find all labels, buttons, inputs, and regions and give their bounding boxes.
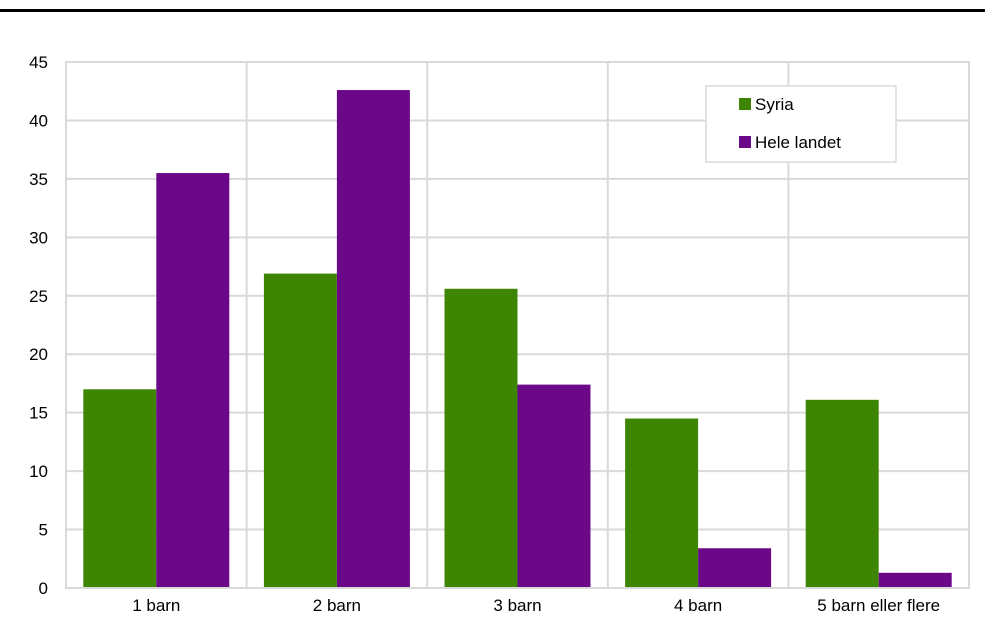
y-tick-label: 5: [39, 521, 48, 540]
y-tick-label: 20: [29, 345, 48, 364]
legend-swatch: [739, 136, 751, 148]
legend-label: Syria: [755, 95, 794, 114]
bar-hele-landet: [336, 90, 410, 588]
x-axis-tick-labels: 1 barn 2 barn 3 barn 4 barn 5 barn eller fle…: [132, 596, 940, 615]
legend: Syria Hele landet: [705, 85, 897, 163]
bar-syria: [263, 273, 337, 588]
y-tick-label: 45: [29, 53, 48, 72]
x-tick-label: 3 barn: [493, 596, 541, 615]
bar-syria: [83, 389, 157, 588]
x-tick-label: 4 barn: [674, 596, 722, 615]
y-tick-label: 40: [29, 111, 48, 130]
x-tick-label: 5 barn eller flere: [817, 596, 940, 615]
y-axis-tick-labels: 0 5 10 15 20 25 30 35 40 45: [29, 53, 48, 598]
bar-hele-landet: [698, 548, 772, 588]
bar-hele-landet: [517, 384, 591, 588]
bar-syria: [625, 418, 699, 588]
y-tick-label: 35: [29, 170, 48, 189]
y-tick-label: 0: [39, 579, 48, 598]
legend-swatch: [739, 98, 751, 110]
y-tick-label: 15: [29, 404, 48, 423]
bars: [83, 90, 952, 589]
y-tick-label: 25: [29, 287, 48, 306]
x-tick-label: 1 barn: [132, 596, 180, 615]
legend-box: [705, 85, 897, 163]
bar-hele-landet: [156, 173, 230, 589]
bar-syria: [805, 399, 879, 588]
y-tick-label: 10: [29, 462, 48, 481]
x-tick-label: 2 barn: [313, 596, 361, 615]
legend-label: Hele landet: [755, 133, 841, 152]
bar-syria: [444, 288, 518, 588]
top-rule: [0, 9, 985, 12]
bar-hele-landet: [878, 572, 952, 588]
y-tick-label: 30: [29, 228, 48, 247]
